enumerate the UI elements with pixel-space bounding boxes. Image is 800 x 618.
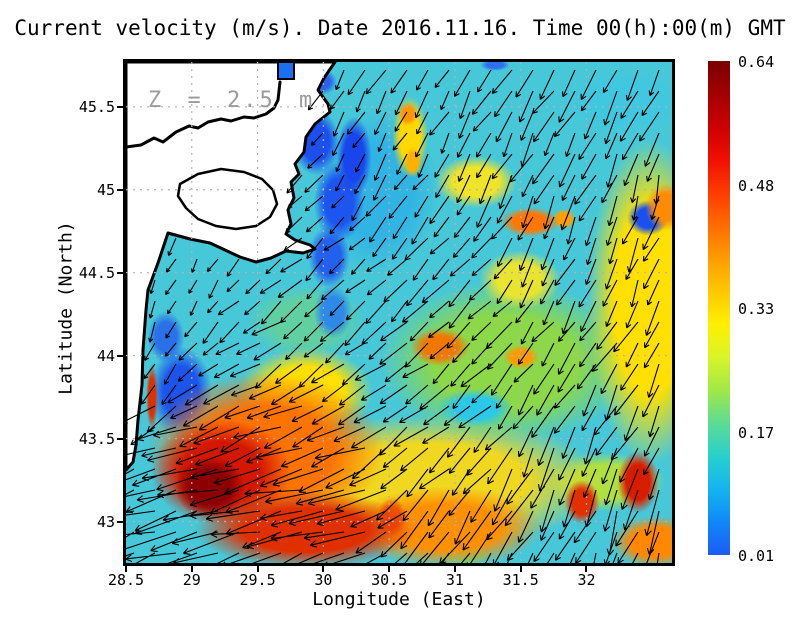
- y-tick: [117, 188, 123, 191]
- y-tick-label: 43: [96, 512, 115, 531]
- x-tick: [388, 566, 391, 572]
- plot-area: Z = 2.5 m: [123, 59, 675, 566]
- y-tick-label: 44: [96, 346, 115, 365]
- x-axis-label: Longitude (East): [312, 589, 486, 610]
- x-tick-label: 30: [314, 571, 333, 589]
- colorbar-tick-label: 0.48: [738, 176, 775, 195]
- x-tick: [585, 566, 588, 572]
- colorbar: [708, 61, 730, 555]
- x-tick-label: 31.5: [502, 571, 539, 589]
- y-tick: [117, 105, 123, 108]
- x-tick-label: 30.5: [371, 571, 408, 589]
- x-tick: [190, 566, 193, 572]
- x-tick: [453, 566, 456, 572]
- grid-lines: [126, 62, 672, 563]
- y-tick: [117, 437, 123, 440]
- y-tick-label: 43.5: [78, 429, 115, 448]
- coastline-map: [126, 62, 337, 472]
- colorbar-tick-label: 0.01: [738, 547, 775, 565]
- y-tick: [117, 271, 123, 274]
- colorbar-tick-label: 0.17: [738, 423, 775, 442]
- y-tick: [117, 520, 123, 523]
- x-tick-label: 28.5: [107, 571, 145, 589]
- x-tick-label: 29: [182, 571, 201, 589]
- y-axis-label: Latitude (North): [55, 221, 77, 395]
- y-tick-label: 44.5: [78, 263, 115, 282]
- x-tick: [322, 566, 325, 572]
- x-tick-label: 29.5: [239, 571, 276, 589]
- x-tick: [125, 566, 127, 572]
- y-tick: [117, 354, 123, 357]
- colorbar-tick-label: 0.33: [738, 300, 775, 318]
- x-tick-label: 31: [445, 571, 464, 589]
- current-vector-arrows: [126, 69, 660, 563]
- y-tick-label: 45.5: [78, 97, 115, 116]
- x-tick: [256, 566, 259, 572]
- x-tick: [519, 566, 522, 572]
- colorbar-tick-label: 0.64: [738, 53, 775, 71]
- depth-annotation: Z = 2.5 m: [148, 88, 316, 113]
- chart-title: Current velocity (m/s). Date 2016.11.16.…: [14, 16, 786, 40]
- y-tick-label: 45: [96, 180, 115, 199]
- x-tick-label: 32: [577, 571, 596, 589]
